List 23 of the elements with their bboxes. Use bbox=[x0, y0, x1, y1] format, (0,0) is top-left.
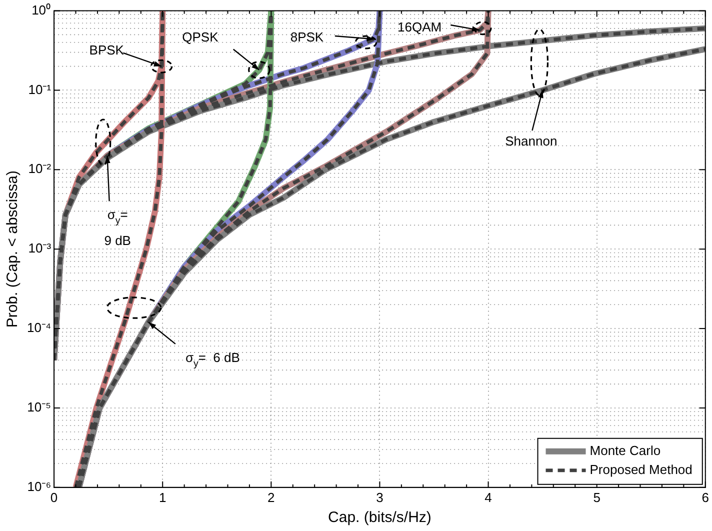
x-tick-label: 5 bbox=[593, 490, 600, 505]
x-tick-label: 6 bbox=[702, 490, 709, 505]
x-tick-label: 4 bbox=[484, 490, 492, 505]
y-tick-label: 10⁻⁵ bbox=[27, 400, 52, 415]
y-tick-label: 10⁻³ bbox=[28, 240, 52, 256]
y-axis-title: Prob. (Cap. < abscissa) bbox=[4, 170, 22, 328]
y-tick-label: 10⁻² bbox=[28, 161, 52, 176]
y-tick-label: 10⁻⁴ bbox=[27, 320, 52, 336]
annotation: Shannon bbox=[505, 134, 558, 149]
legend-label: Proposed Method bbox=[590, 462, 692, 477]
y-tick-label: 10⁰ bbox=[32, 2, 52, 18]
x-tick-label: 0 bbox=[50, 490, 58, 505]
annotation: QPSK bbox=[182, 29, 219, 44]
x-tick-label: 3 bbox=[376, 490, 384, 505]
x-tick-label: 2 bbox=[268, 490, 275, 505]
annotation: BPSK bbox=[89, 42, 124, 58]
x-tick-label: 1 bbox=[158, 490, 166, 505]
annotation: 16QAM bbox=[397, 20, 442, 35]
y-tick-label: 10⁻¹ bbox=[28, 82, 52, 97]
legend-label: Monte Carlo bbox=[590, 442, 661, 458]
annotation: 8PSK bbox=[290, 30, 324, 45]
x-axis-title: Cap. (bits/s/Hz) bbox=[328, 509, 432, 526]
y-tick-label: 10⁻⁶ bbox=[27, 478, 52, 494]
